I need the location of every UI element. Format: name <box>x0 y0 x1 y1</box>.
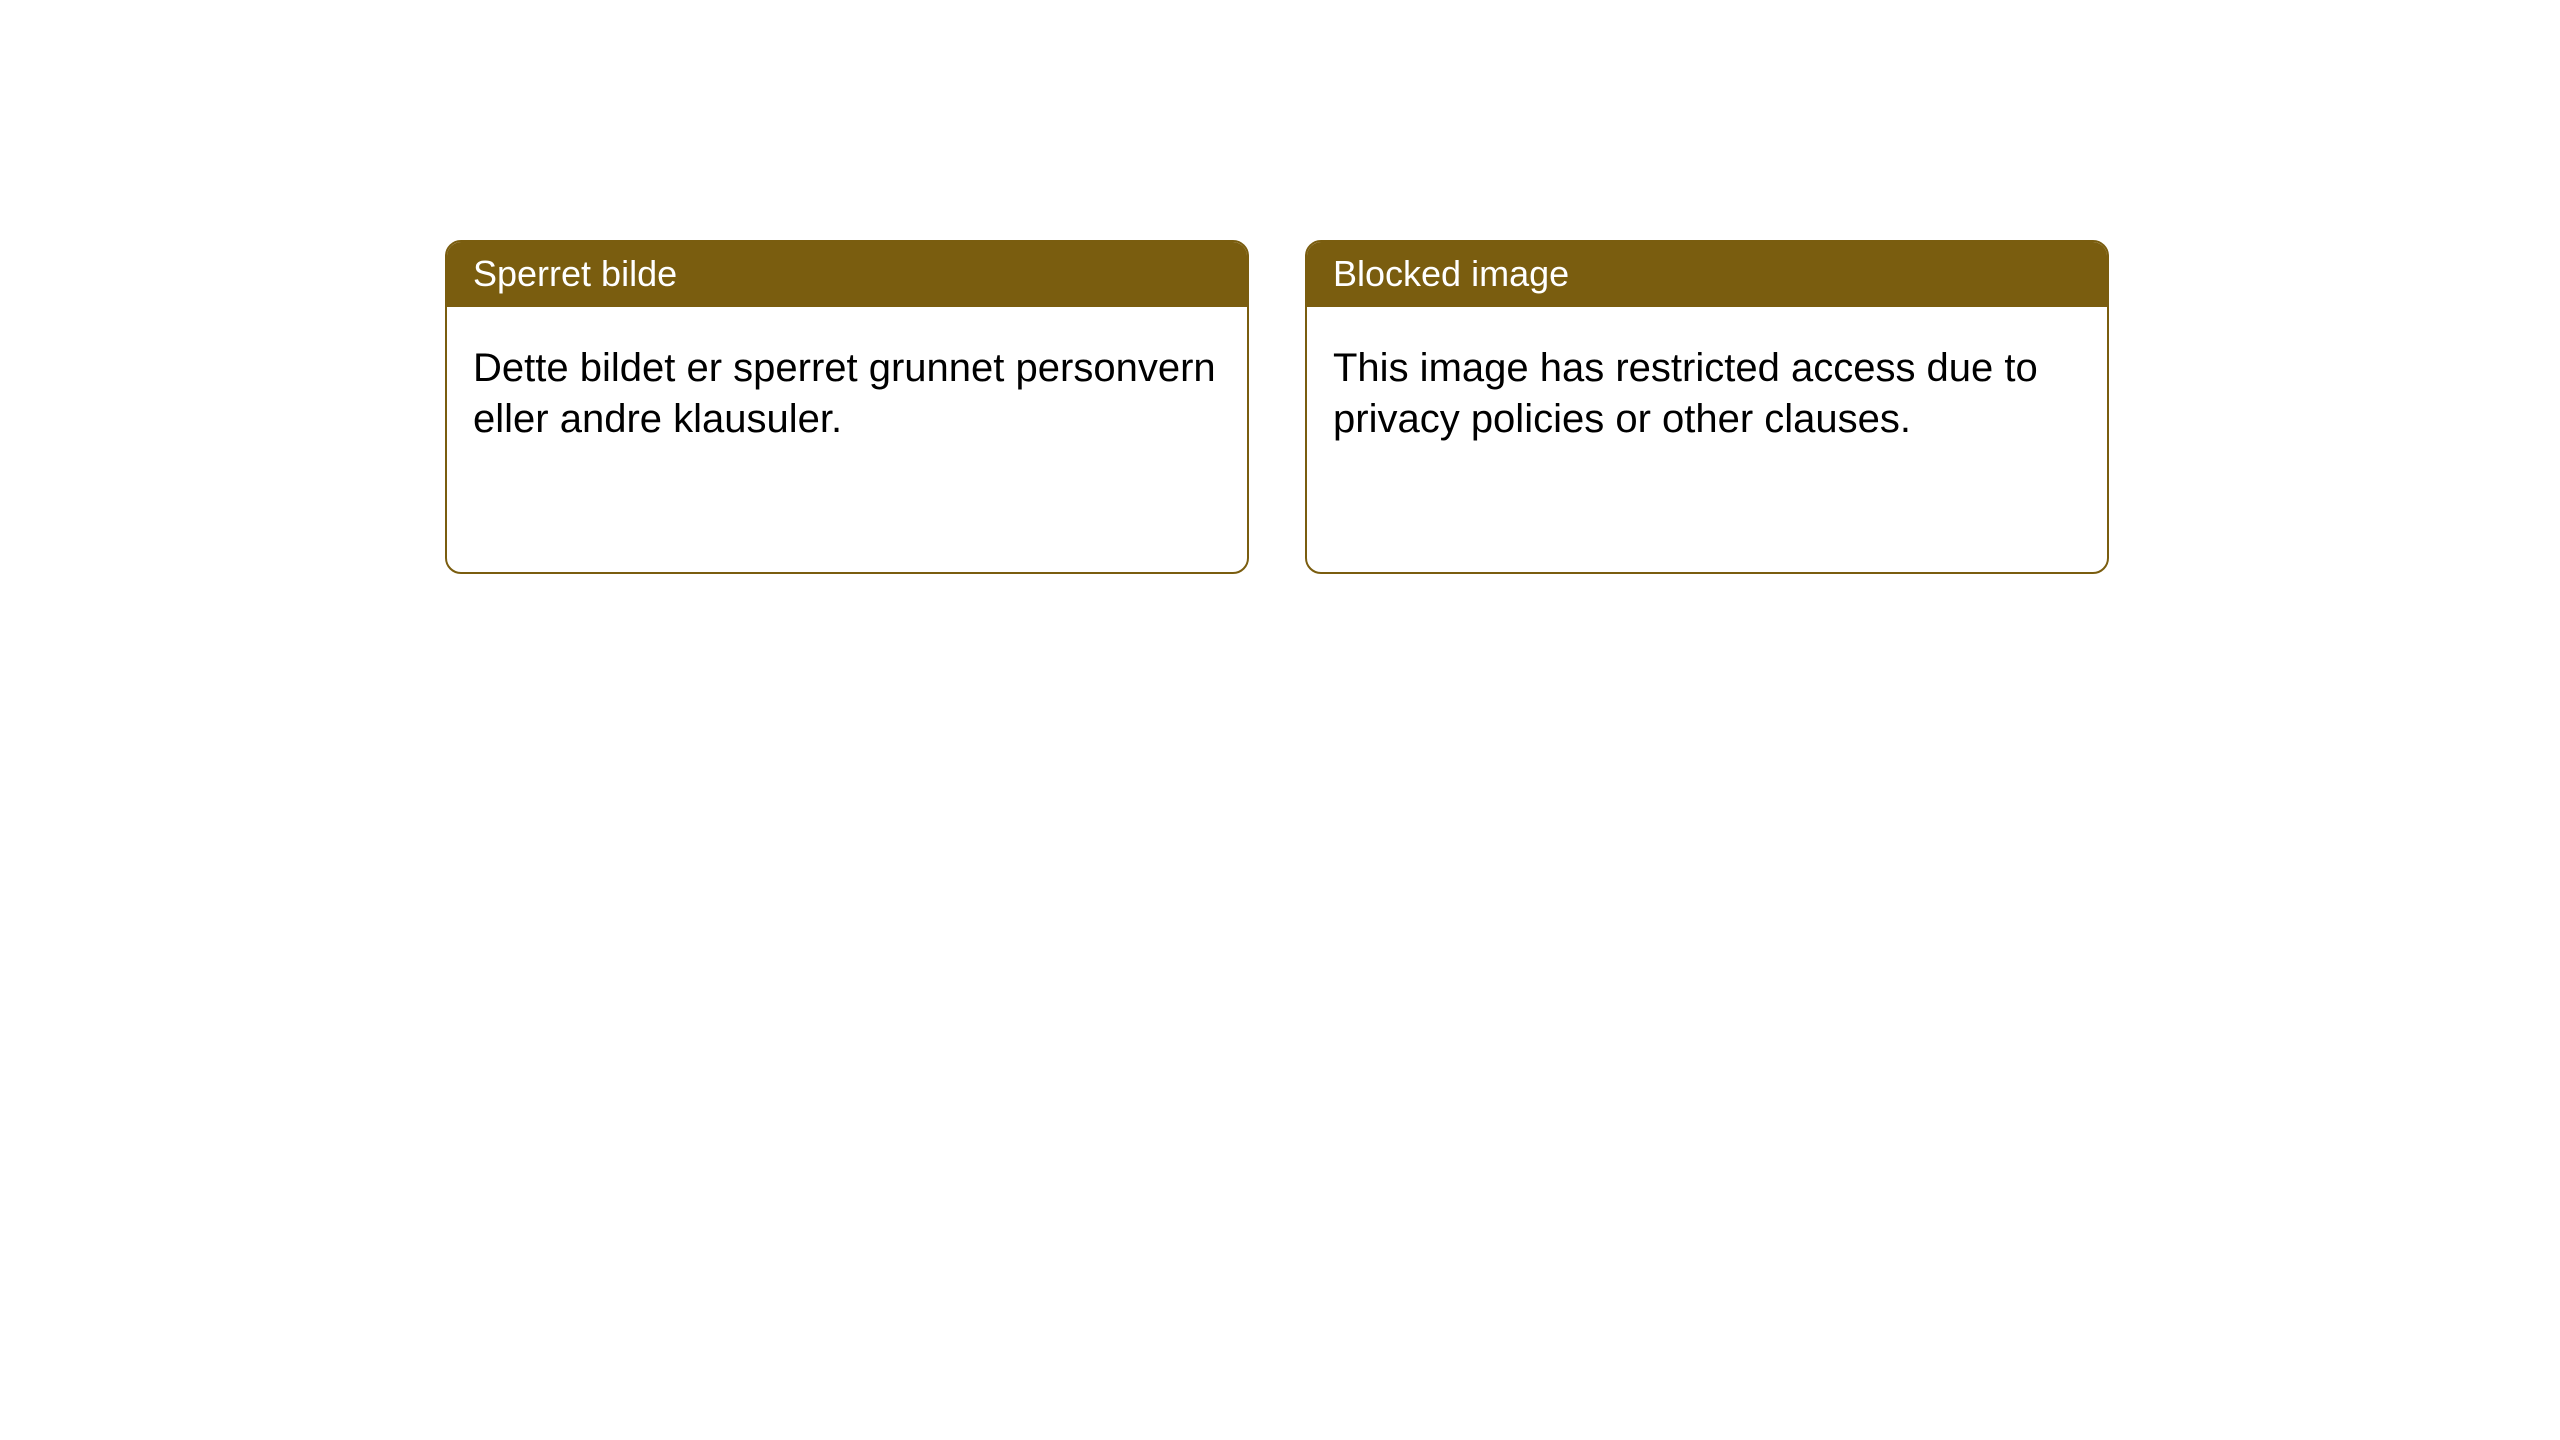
card-header: Sperret bilde <box>447 242 1247 307</box>
blocked-image-notice-container: Sperret bilde Dette bildet er sperret gr… <box>445 240 2560 574</box>
card-body: Dette bildet er sperret grunnet personve… <box>447 307 1247 481</box>
blocked-image-card-no: Sperret bilde Dette bildet er sperret gr… <box>445 240 1249 574</box>
card-body: This image has restricted access due to … <box>1307 307 2107 481</box>
blocked-image-card-en: Blocked image This image has restricted … <box>1305 240 2109 574</box>
card-header: Blocked image <box>1307 242 2107 307</box>
